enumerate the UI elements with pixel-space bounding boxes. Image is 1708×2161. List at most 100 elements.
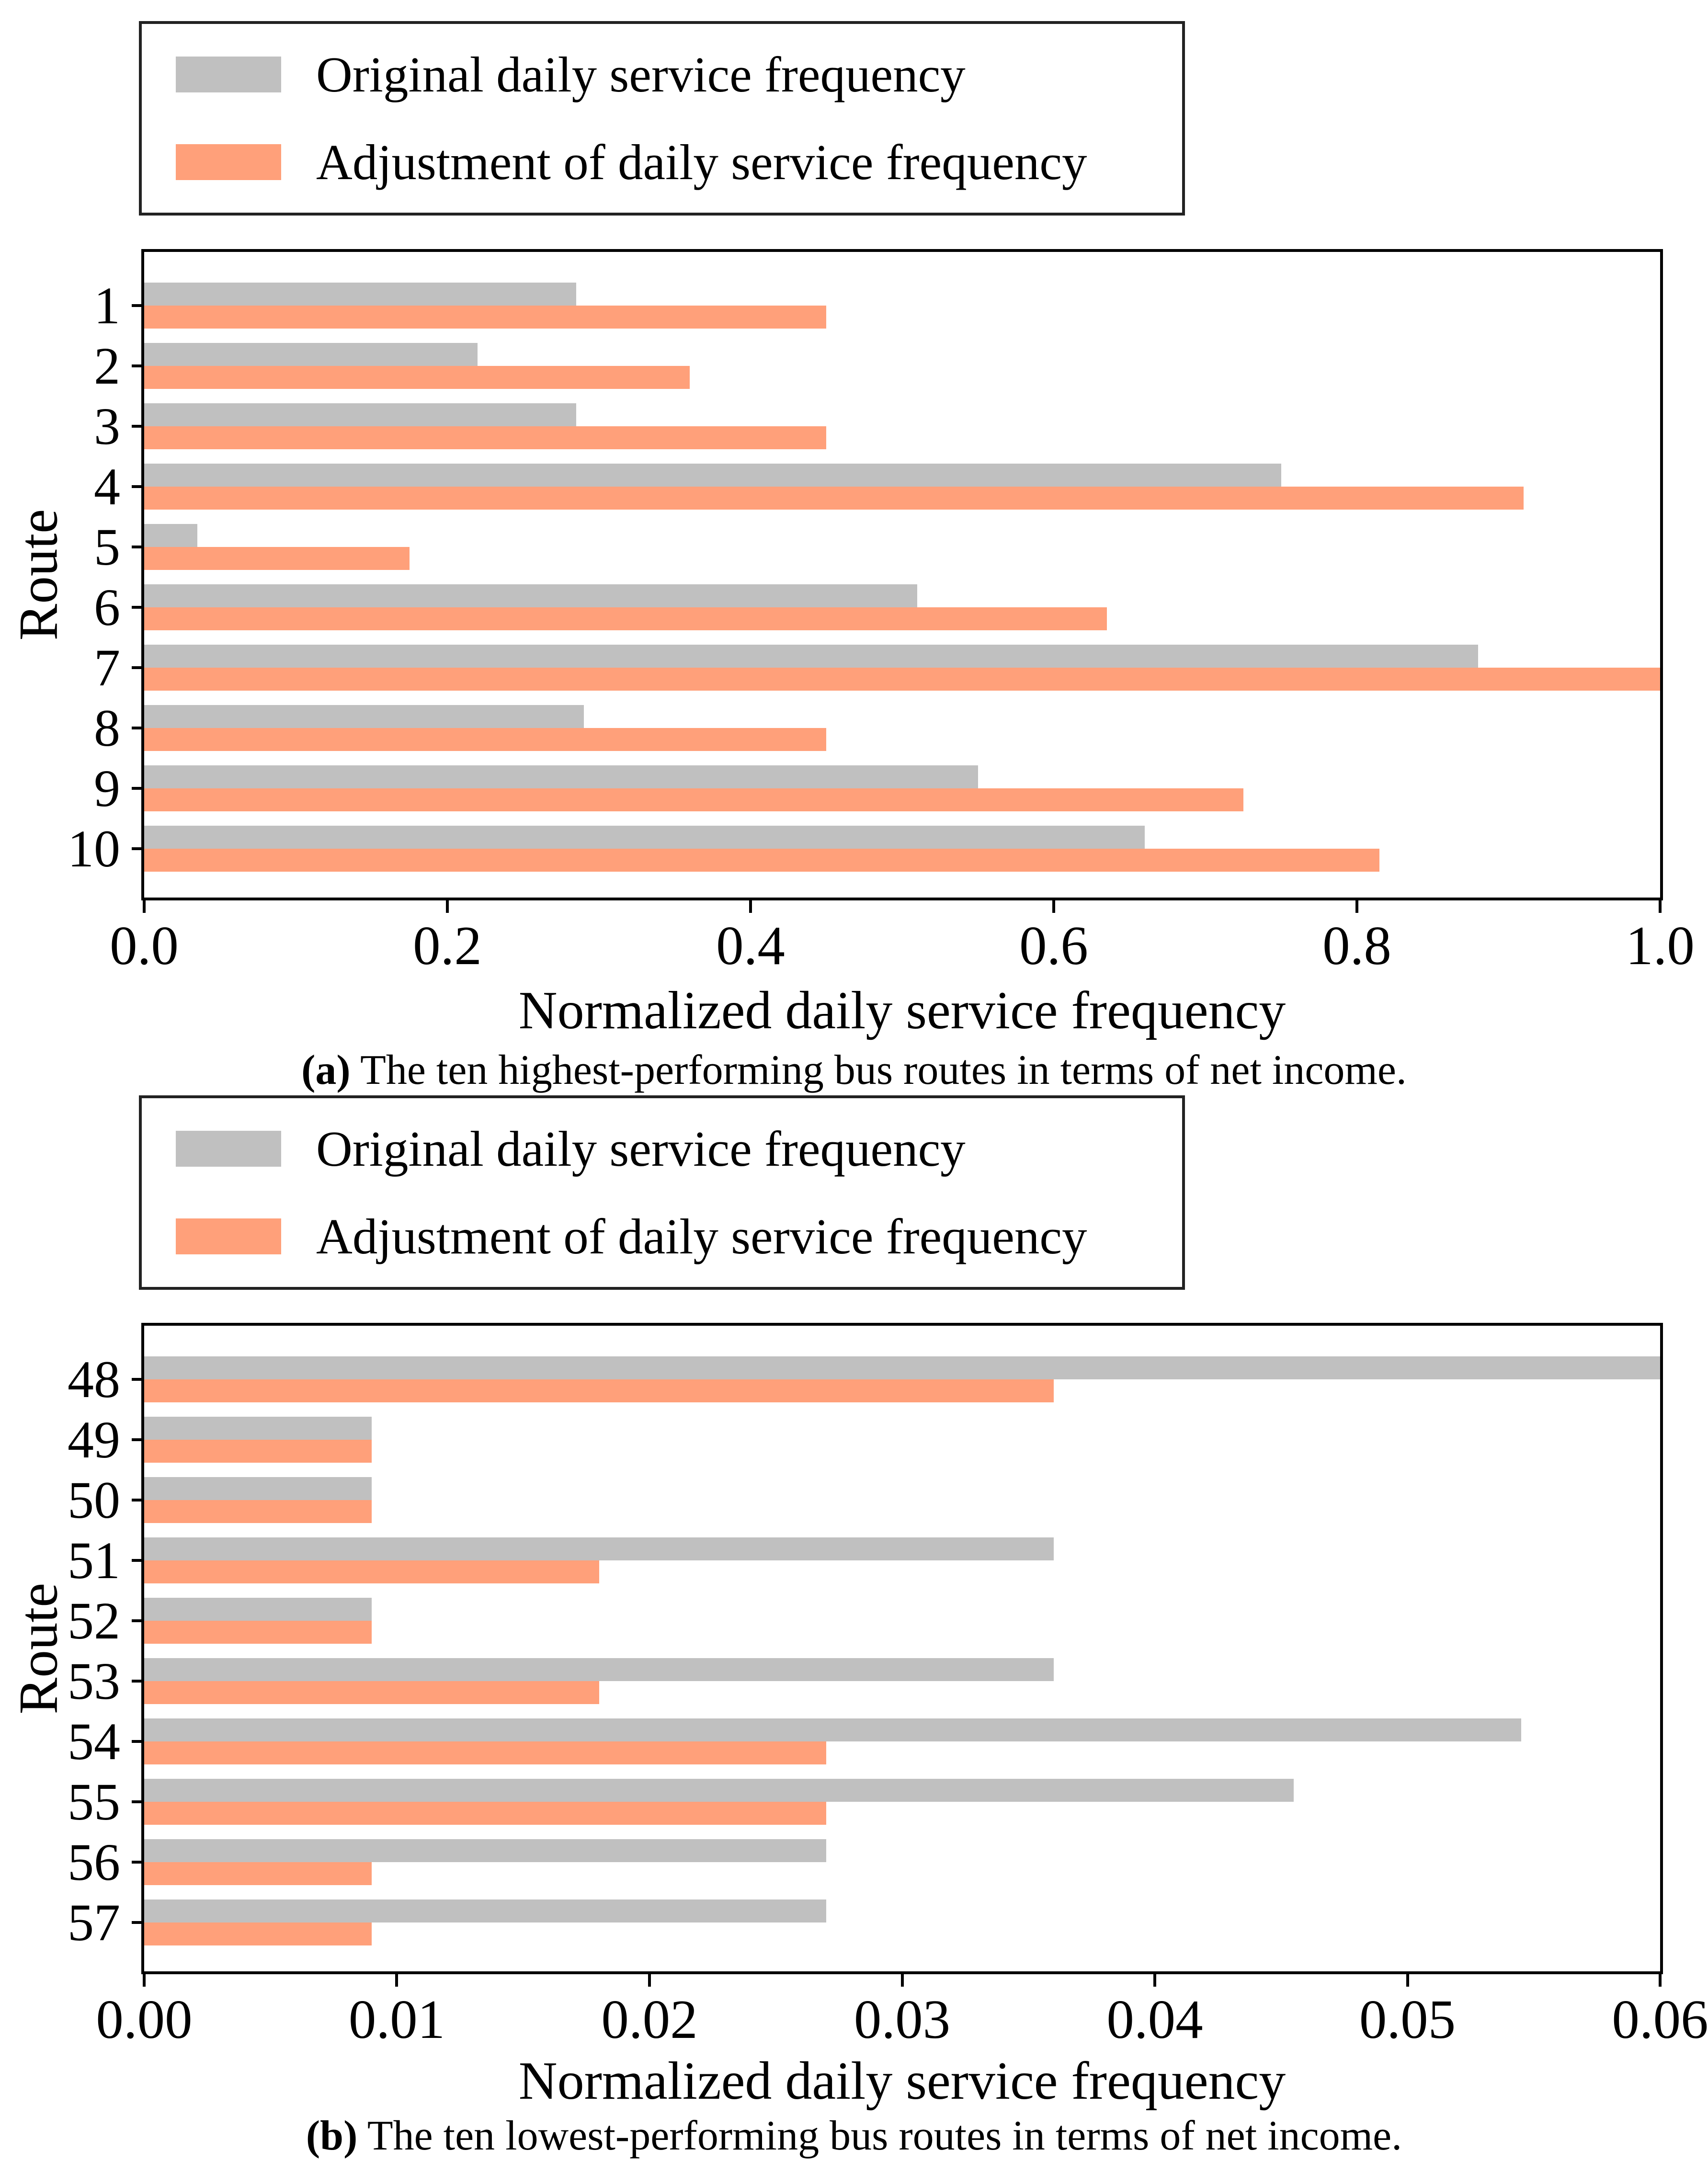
bar-original-route-5	[144, 524, 197, 547]
bar-original-route-54	[144, 1718, 1521, 1741]
x-tick-mark-0.8	[1355, 900, 1358, 913]
y-tick-mark-route-52	[132, 1619, 141, 1622]
bar-original-route-9	[144, 765, 978, 788]
x-tick-label-1.0: 1.0	[1626, 915, 1695, 976]
y-tick-mark-route-9	[132, 787, 141, 790]
bar-original-route-3	[144, 403, 577, 426]
bar-adjustment-route-2	[144, 366, 690, 389]
y-tick-mark-route-3	[132, 425, 141, 428]
y-tick-mark-route-50	[132, 1499, 141, 1501]
y-tick-label-route-2: 2	[94, 337, 120, 395]
bar-original-route-55	[144, 1779, 1294, 1802]
y-tick-label-route-48: 48	[68, 1350, 120, 1409]
plot-area-b: 48 49 50 51 52 53 54 55 56 57	[68, 1323, 1663, 1987]
y-tick-mark-route-7	[132, 666, 141, 669]
caption-b-text: The ten lowest-performing bus routes in …	[357, 2113, 1402, 2159]
x-tick-label-0.03: 0.03	[854, 1989, 951, 2050]
caption-a-text: The ten highest-performing bus routes in…	[350, 1047, 1407, 1093]
y-tick-mark-route-49	[132, 1438, 141, 1441]
y-tick-label-route-50: 50	[68, 1471, 120, 1529]
y-tick-mark-route-1	[132, 304, 141, 307]
x-tick-label-0.0: 0.0	[110, 915, 179, 976]
y-tick-mark-route-55	[132, 1800, 141, 1803]
x-tick-mark-0.01	[395, 1974, 399, 1987]
y-tick-label-route-56: 56	[68, 1833, 120, 1891]
bar-adjustment-route-10	[144, 849, 1380, 872]
y-tick-mark-route-54	[132, 1740, 141, 1743]
bar-adjustment-route-9	[144, 788, 1243, 811]
legend-item-adjustment: Adjustment of daily service frequency	[176, 1211, 1182, 1262]
x-tick-mark-0.4	[749, 900, 752, 913]
y-tick-label-route-7: 7	[94, 638, 120, 697]
x-tick-labels-a: 0.0 0.2 0.4 0.6 0.8 1.0	[110, 912, 1695, 979]
y-tick-mark-route-53	[132, 1680, 141, 1683]
bar-original-route-48	[144, 1356, 1660, 1379]
bar-adjustment-route-4	[144, 487, 1524, 510]
bar-original-route-4	[144, 464, 1281, 487]
legend-item-original: Original daily service frequency	[176, 49, 1182, 100]
y-tick-label-route-1: 1	[94, 276, 120, 335]
legend-swatch-adjustment	[176, 144, 281, 180]
bar-adjustment-route-50	[144, 1500, 372, 1523]
bar-adjustment-route-56	[144, 1862, 372, 1885]
caption-b-tag: (b)	[306, 2113, 358, 2159]
y-tick-label-route-53: 53	[68, 1652, 120, 1710]
x-tick-label-0.06: 0.06	[1612, 1989, 1708, 2050]
caption-a: (a) The ten highest-performing bus route…	[0, 1042, 1708, 1099]
caption-a-tag: (a)	[301, 1047, 351, 1093]
y-tick-label-route-4: 4	[94, 457, 120, 516]
x-tick-label-0.00: 0.00	[96, 1989, 193, 2050]
y-tick-mark-route-57	[132, 1921, 141, 1924]
bar-adjustment-route-1	[144, 306, 827, 329]
y-tick-mark-route-48	[132, 1378, 141, 1381]
bar-adjustment-route-54	[144, 1741, 827, 1764]
legend-swatch-original	[176, 57, 281, 92]
bar-adjustment-route-3	[144, 426, 827, 449]
bar-adjustment-route-8	[144, 728, 827, 751]
legend-item-original: Original daily service frequency	[176, 1124, 1182, 1174]
legend-swatch-original	[176, 1131, 281, 1167]
x-tick-label-0.05: 0.05	[1359, 1989, 1456, 2050]
x-axis-label-b: Normalized daily service frequency	[518, 2051, 1286, 2111]
x-tick-label-0.6: 0.6	[1019, 915, 1088, 976]
bar-original-route-10	[144, 826, 1145, 849]
bar-original-route-6	[144, 584, 918, 607]
caption-b: (b) The ten lowest-performing bus routes…	[0, 2107, 1708, 2161]
x-tick-mark-0.05	[1406, 1974, 1409, 1987]
x-tick-mark-0.06	[1659, 1974, 1662, 1987]
y-tick-label-route-9: 9	[94, 759, 120, 818]
y-tick-mark-route-2	[132, 364, 141, 367]
x-tick-mark-0.04	[1153, 1974, 1156, 1987]
bar-original-route-2	[144, 343, 478, 366]
legend-b: Original daily service frequency Adjustm…	[139, 1095, 1185, 1290]
bar-adjustment-route-55	[144, 1802, 827, 1825]
x-tick-label-0.8: 0.8	[1322, 915, 1391, 976]
y-tick-mark-route-56	[132, 1861, 141, 1864]
bar-original-route-57	[144, 1899, 827, 1922]
bar-adjustment-route-52	[144, 1621, 372, 1644]
bar-original-route-7	[144, 645, 1479, 668]
legend-swatch-adjustment	[176, 1218, 281, 1254]
legend-label-adjustment: Adjustment of daily service frequency	[316, 1208, 1087, 1264]
x-tick-mark-1.0	[1659, 900, 1662, 913]
plot-area-a: 1 2 3 4 5 6 7 8 9 10	[68, 249, 1663, 913]
y-tick-mark-route-5	[132, 546, 141, 548]
y-tick-label-route-55: 55	[68, 1773, 120, 1831]
legend-item-adjustment: Adjustment of daily service frequency	[176, 137, 1182, 187]
bar-adjustment-route-57	[144, 1922, 372, 1945]
bar-original-route-49	[144, 1417, 372, 1440]
bar-original-route-8	[144, 705, 584, 728]
x-axis-label-a: Normalized daily service frequency	[518, 981, 1286, 1040]
x-tick-label-0.4: 0.4	[716, 915, 785, 976]
x-tick-mark-0.0	[143, 900, 146, 913]
y-tick-label-route-3: 3	[94, 397, 120, 455]
x-tick-label-0.04: 0.04	[1106, 1989, 1203, 2050]
bar-adjustment-route-6	[144, 607, 1107, 630]
bar-original-route-56	[144, 1839, 827, 1862]
y-tick-label-route-51: 51	[68, 1531, 120, 1590]
y-tick-label-route-8: 8	[94, 699, 120, 757]
y-tick-label-route-57: 57	[68, 1893, 120, 1952]
bar-adjustment-route-49	[144, 1440, 372, 1463]
y-tick-label-route-52: 52	[68, 1592, 120, 1650]
